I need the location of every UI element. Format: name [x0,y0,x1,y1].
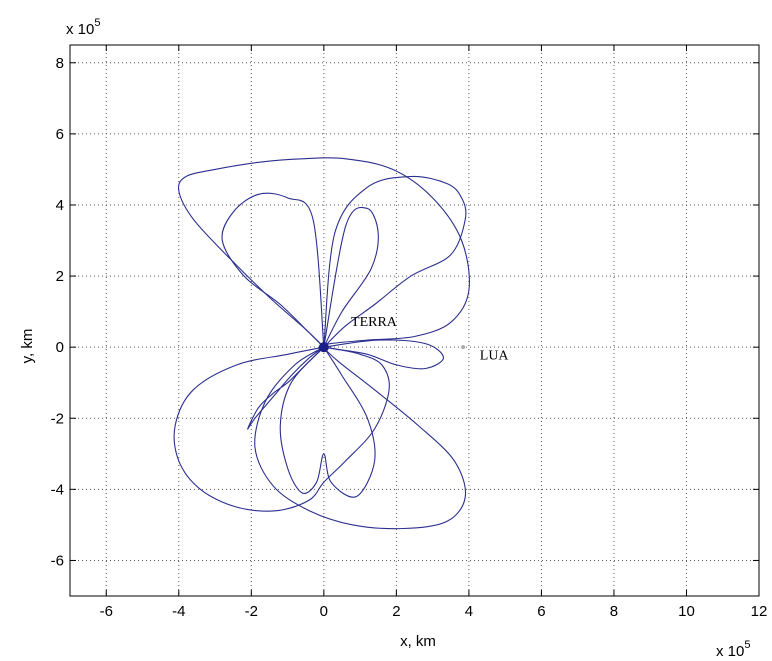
y-tick-labels: -6 -4 -2 0 2 4 6 8 [51,55,64,570]
x-tick-label: 6 [537,603,545,620]
y-tick-label: 8 [56,55,64,72]
earth-marker [318,342,329,353]
y-tick-label: -2 [51,410,64,427]
x-tick-label: -6 [100,603,113,620]
y-axis-label: y, km [19,329,36,364]
annotations: TERRA LUA [351,315,509,364]
trajectory-loop-5 [279,346,376,498]
annotation-terra: TERRA [351,315,398,330]
x-tick-label: -4 [172,603,185,620]
x-tick-label: -2 [245,603,258,620]
x-axis-label: x, km [400,633,436,650]
x-tick-label: 0 [320,603,328,620]
y-tick-label: 0 [56,339,64,356]
x-tick-labels: -6 -4 -2 0 2 4 6 8 10 12 [100,603,768,620]
y-multiplier-exponent: 5 [94,17,100,29]
y-multiplier-label: x 105 [66,17,100,38]
y-tick-label: 4 [56,197,64,214]
trajectory-loop-8 [247,346,325,430]
x-multiplier-label: x 105 [716,639,750,660]
trajectory-loop-2 [173,346,390,512]
trajectory-series [173,157,470,530]
trajectory-loop-4 [323,175,467,348]
x-tick-label: 12 [751,603,768,620]
y-tick-label: 6 [56,126,64,143]
markers [318,342,466,353]
moon-marker [461,345,466,350]
y-tick-label: 2 [56,268,64,285]
y-tick-label: -4 [51,481,64,498]
x-multiplier-exponent: 5 [744,639,750,651]
plot-frame [69,44,760,597]
trajectory-loop-1 [177,157,470,530]
trajectory-loop-6 [323,206,379,348]
x-tick-label: 4 [465,603,473,620]
x-tick-label: 2 [392,603,400,620]
x-tick-label: 8 [610,603,618,620]
y-tick-label: -6 [51,552,64,569]
trajectory-loop-7 [323,339,445,370]
trajectory-loop-3 [221,192,325,348]
ticks [70,45,760,596]
grid [70,45,760,596]
x-tick-label: 10 [678,603,695,620]
annotation-lua: LUA [480,349,510,364]
